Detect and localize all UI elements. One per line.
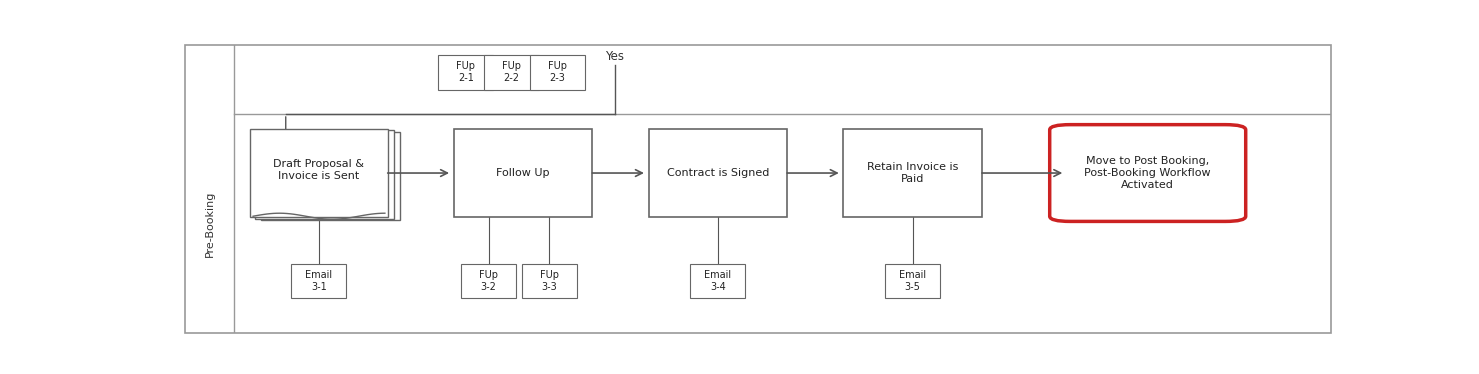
FancyBboxPatch shape — [262, 132, 399, 220]
FancyBboxPatch shape — [185, 45, 1331, 333]
FancyBboxPatch shape — [648, 129, 787, 217]
FancyBboxPatch shape — [454, 129, 593, 217]
Text: Email
3-4: Email 3-4 — [704, 270, 732, 292]
FancyBboxPatch shape — [291, 264, 346, 298]
Text: Yes: Yes — [605, 50, 624, 63]
FancyBboxPatch shape — [522, 264, 577, 298]
Text: Draft Proposal &
Invoice is Sent: Draft Proposal & Invoice is Sent — [274, 159, 364, 181]
FancyBboxPatch shape — [461, 264, 516, 298]
FancyBboxPatch shape — [843, 129, 982, 217]
Text: Email
3-5: Email 3-5 — [899, 270, 926, 292]
Text: Follow Up: Follow Up — [497, 168, 550, 178]
FancyBboxPatch shape — [250, 129, 389, 217]
Text: Email
3-1: Email 3-1 — [306, 270, 333, 292]
FancyBboxPatch shape — [1050, 125, 1245, 221]
Text: Pre-Booking: Pre-Booking — [206, 190, 214, 257]
FancyBboxPatch shape — [886, 264, 941, 298]
Text: FUp
2-1: FUp 2-1 — [456, 61, 475, 83]
FancyBboxPatch shape — [256, 131, 393, 218]
Text: FUp
3-2: FUp 3-2 — [479, 270, 498, 292]
Text: Contract is Signed: Contract is Signed — [667, 168, 769, 178]
FancyBboxPatch shape — [529, 55, 584, 90]
FancyBboxPatch shape — [484, 55, 538, 90]
Text: FUp
2-3: FUp 2-3 — [547, 61, 566, 83]
Text: FUp
2-2: FUp 2-2 — [501, 61, 521, 83]
Text: Move to Post Booking,
Post-Booking Workflow
Activated: Move to Post Booking, Post-Booking Workf… — [1084, 156, 1211, 190]
Text: Retain Invoice is
Paid: Retain Invoice is Paid — [867, 162, 958, 184]
FancyBboxPatch shape — [438, 55, 493, 90]
FancyBboxPatch shape — [691, 264, 745, 298]
Text: FUp
3-3: FUp 3-3 — [540, 270, 559, 292]
